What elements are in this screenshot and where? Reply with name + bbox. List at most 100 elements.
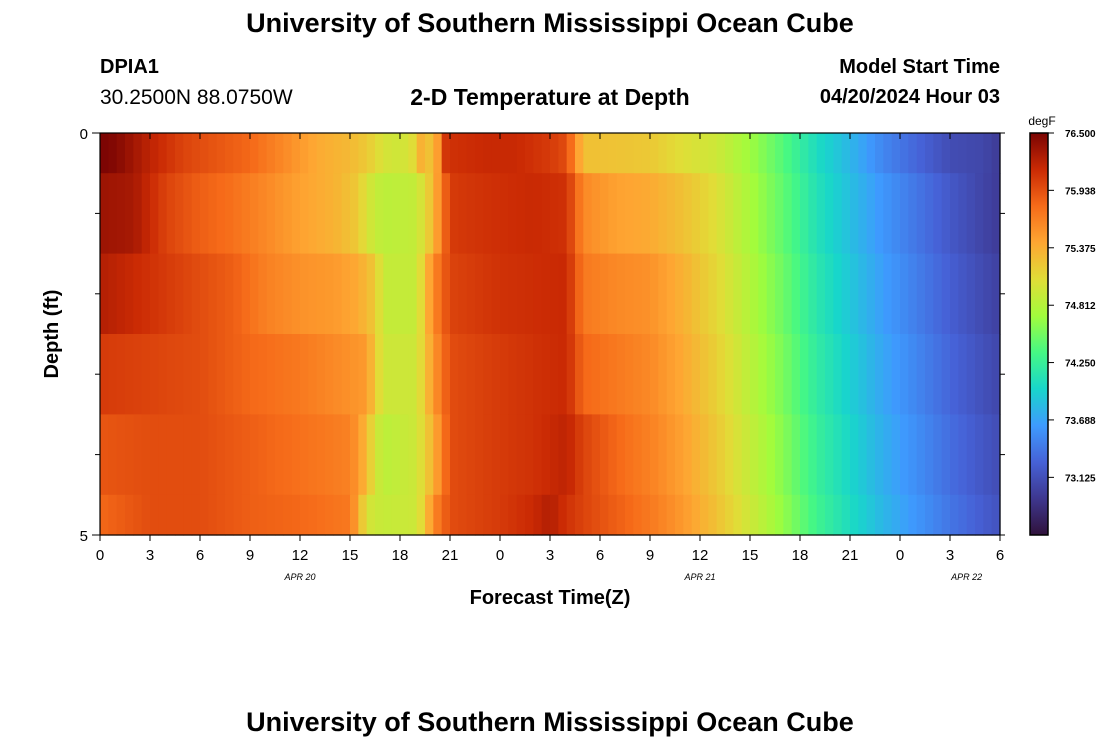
heatmap-cell xyxy=(991,494,1001,536)
heatmap-cell xyxy=(658,494,668,536)
heatmap-cell xyxy=(933,173,943,255)
chart-subtitle: 2-D Temperature at Depth xyxy=(410,84,690,110)
heatmap-cell xyxy=(175,253,184,335)
heatmap-cell xyxy=(366,173,376,255)
heatmap-cell xyxy=(166,334,176,415)
heatmap-cell xyxy=(341,133,351,174)
heatmap-cell xyxy=(550,133,559,174)
heatmap-cell xyxy=(633,334,643,415)
heatmap-cell xyxy=(625,414,634,496)
heatmap-cell xyxy=(450,133,459,174)
heatmap-cell xyxy=(108,414,118,496)
heatmap-cell xyxy=(366,133,376,174)
x-tick-label: 6 xyxy=(996,547,1004,564)
heatmap-cell xyxy=(750,133,759,174)
heatmap-cell xyxy=(316,334,326,415)
heatmap-cell xyxy=(933,133,943,174)
heatmap-cell xyxy=(950,133,959,174)
heatmap-cell xyxy=(991,334,1001,415)
heatmap-cell xyxy=(400,173,409,255)
heatmap-cell xyxy=(100,173,109,255)
heatmap-cell xyxy=(958,334,968,415)
heatmap-cell xyxy=(100,334,109,415)
x-tick-label: 3 xyxy=(146,547,154,564)
heatmap-cell xyxy=(916,334,926,415)
heatmap-cell xyxy=(475,253,484,335)
heatmap-cell xyxy=(533,494,543,536)
heatmap-cell xyxy=(425,133,434,174)
heatmap-cell xyxy=(991,173,1001,255)
heatmap-cell xyxy=(716,494,726,536)
heatmap-cell xyxy=(908,334,918,415)
heatmap-cell xyxy=(683,253,693,335)
heatmap-cell xyxy=(491,253,501,335)
colorbar-tick-label: 75.938 xyxy=(1065,186,1096,197)
heatmap-cell xyxy=(166,414,176,496)
heatmap-cell xyxy=(908,253,918,335)
heatmap-cell xyxy=(366,494,376,536)
heatmap-cell xyxy=(583,133,593,174)
heatmap-cell xyxy=(641,494,651,536)
heatmap-cell xyxy=(483,334,493,415)
heatmap-cell xyxy=(508,494,518,536)
heatmap-cell xyxy=(700,173,709,255)
heatmap-cell xyxy=(483,494,493,536)
colorbar-unit: degF xyxy=(1028,114,1055,128)
model-start-value: 04/20/2024 Hour 03 xyxy=(819,86,1000,108)
heatmap-cell xyxy=(883,334,893,415)
heatmap-cell xyxy=(533,334,543,415)
heatmap-cell xyxy=(558,494,568,536)
heatmap-cell xyxy=(916,494,926,536)
heatmap-cell xyxy=(950,334,959,415)
heatmap-cell xyxy=(733,173,743,255)
heatmap-cell xyxy=(550,173,559,255)
heatmap-cell xyxy=(675,334,684,415)
colorbar-tick-label: 73.125 xyxy=(1065,473,1096,484)
heatmap-cell xyxy=(875,133,884,174)
heatmap-cell xyxy=(175,494,184,536)
station-id: DPIA1 xyxy=(100,56,159,78)
heatmap-cell xyxy=(141,133,151,174)
heatmap-cell xyxy=(691,133,701,174)
heatmap-cell xyxy=(325,494,334,536)
heatmap-cell xyxy=(666,253,676,335)
heatmap-cell xyxy=(991,414,1001,496)
heatmap-cell xyxy=(408,173,418,255)
heatmap-cell xyxy=(300,133,309,174)
heatmap-cell xyxy=(575,133,584,174)
heatmap-cell xyxy=(516,334,526,415)
heatmap-cell xyxy=(716,253,726,335)
heatmap-cell xyxy=(608,414,618,496)
heatmap-cell xyxy=(675,133,684,174)
heatmap-cell xyxy=(858,253,868,335)
heatmap-cell xyxy=(250,253,259,335)
heatmap-cell xyxy=(458,173,468,255)
heatmap-cell xyxy=(475,334,484,415)
heatmap-cell xyxy=(908,133,918,174)
heatmap-cell xyxy=(408,253,418,335)
heatmap-cell xyxy=(150,173,159,255)
heatmap-cell xyxy=(891,414,901,496)
heatmap-cell xyxy=(458,133,468,174)
heatmap-cell xyxy=(816,334,826,415)
heatmap-cell xyxy=(791,414,801,496)
heatmap-cell xyxy=(858,334,868,415)
heatmap-cell xyxy=(191,334,201,415)
heatmap-cell xyxy=(750,253,759,335)
heatmap-cell xyxy=(566,494,576,536)
heatmap-cell xyxy=(700,133,709,174)
heatmap-cell xyxy=(875,253,884,335)
heatmap-cell xyxy=(791,494,801,536)
heatmap-cell xyxy=(691,334,701,415)
heatmap-cell xyxy=(183,133,193,174)
heatmap-cell xyxy=(533,133,543,174)
heatmap-cell xyxy=(825,414,834,496)
heatmap-cell xyxy=(358,494,368,536)
heatmap-cell xyxy=(450,334,459,415)
heatmap-cell xyxy=(175,133,184,174)
y-tick-label: 5 xyxy=(80,528,88,545)
heatmap-cell xyxy=(366,414,376,496)
heatmap-cell xyxy=(350,173,359,255)
heatmap-cell xyxy=(575,173,584,255)
heatmap-cell xyxy=(658,173,668,255)
